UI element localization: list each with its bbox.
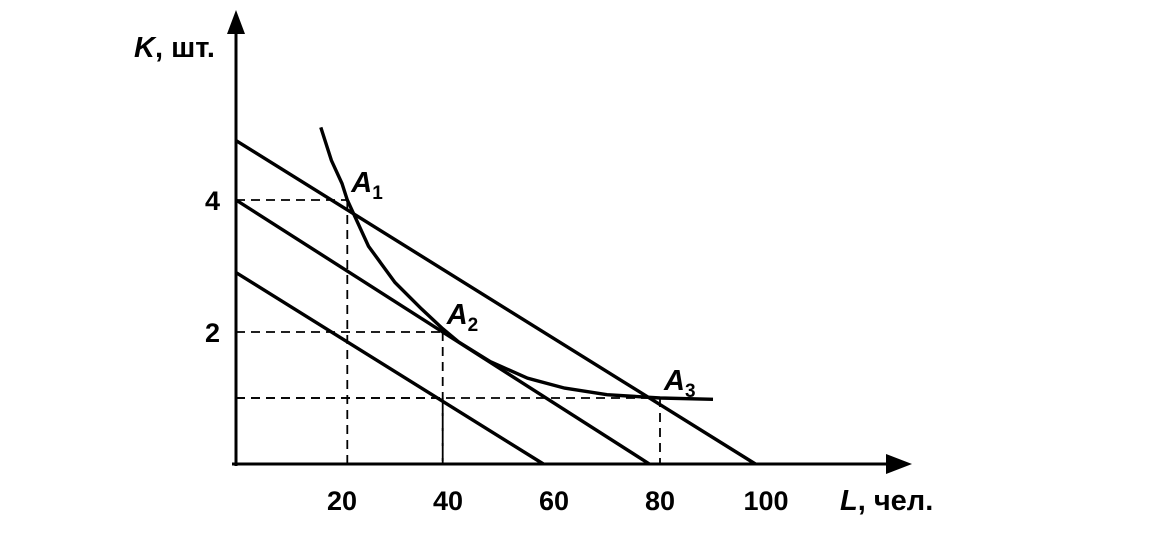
x-axis-label: L, чел. bbox=[840, 485, 933, 517]
x-tick-label-40: 40 bbox=[433, 486, 463, 516]
point-label-a1: A1 bbox=[350, 167, 383, 204]
isocost-line-3 bbox=[235, 271, 545, 466]
isocost-line-1 bbox=[235, 139, 757, 466]
y-axis-arrow bbox=[227, 10, 245, 34]
y-axis-label: K, шт. bbox=[134, 32, 215, 64]
tick-labels: 20 40 60 80 100 2 4 bbox=[205, 186, 789, 516]
chart-series bbox=[235, 126, 757, 466]
point-label-a3: A3 bbox=[663, 365, 696, 402]
x-tick-label-80: 80 bbox=[645, 486, 675, 516]
point-label-a2: A2 bbox=[446, 299, 479, 336]
x-axis-unit: , чел. bbox=[858, 485, 934, 517]
x-axis-arrow bbox=[886, 454, 912, 474]
y-axis-var: K bbox=[134, 32, 157, 64]
x-tick-label-60: 60 bbox=[539, 486, 569, 516]
y-tick-label-2: 2 bbox=[205, 318, 220, 348]
isocost-line-2 bbox=[235, 198, 651, 466]
x-tick-label-100: 100 bbox=[743, 486, 788, 516]
x-axis-var: L bbox=[840, 485, 858, 517]
axes bbox=[227, 10, 912, 474]
isoquant-curve bbox=[319, 126, 714, 401]
x-tick-label-20: 20 bbox=[327, 486, 357, 516]
y-axis-unit: , шт. bbox=[155, 32, 215, 64]
axis-labels: K, шт. L, чел. bbox=[134, 32, 933, 517]
point-labels: A1 A2 A3 bbox=[350, 167, 695, 402]
y-tick-label-4: 4 bbox=[205, 186, 220, 216]
